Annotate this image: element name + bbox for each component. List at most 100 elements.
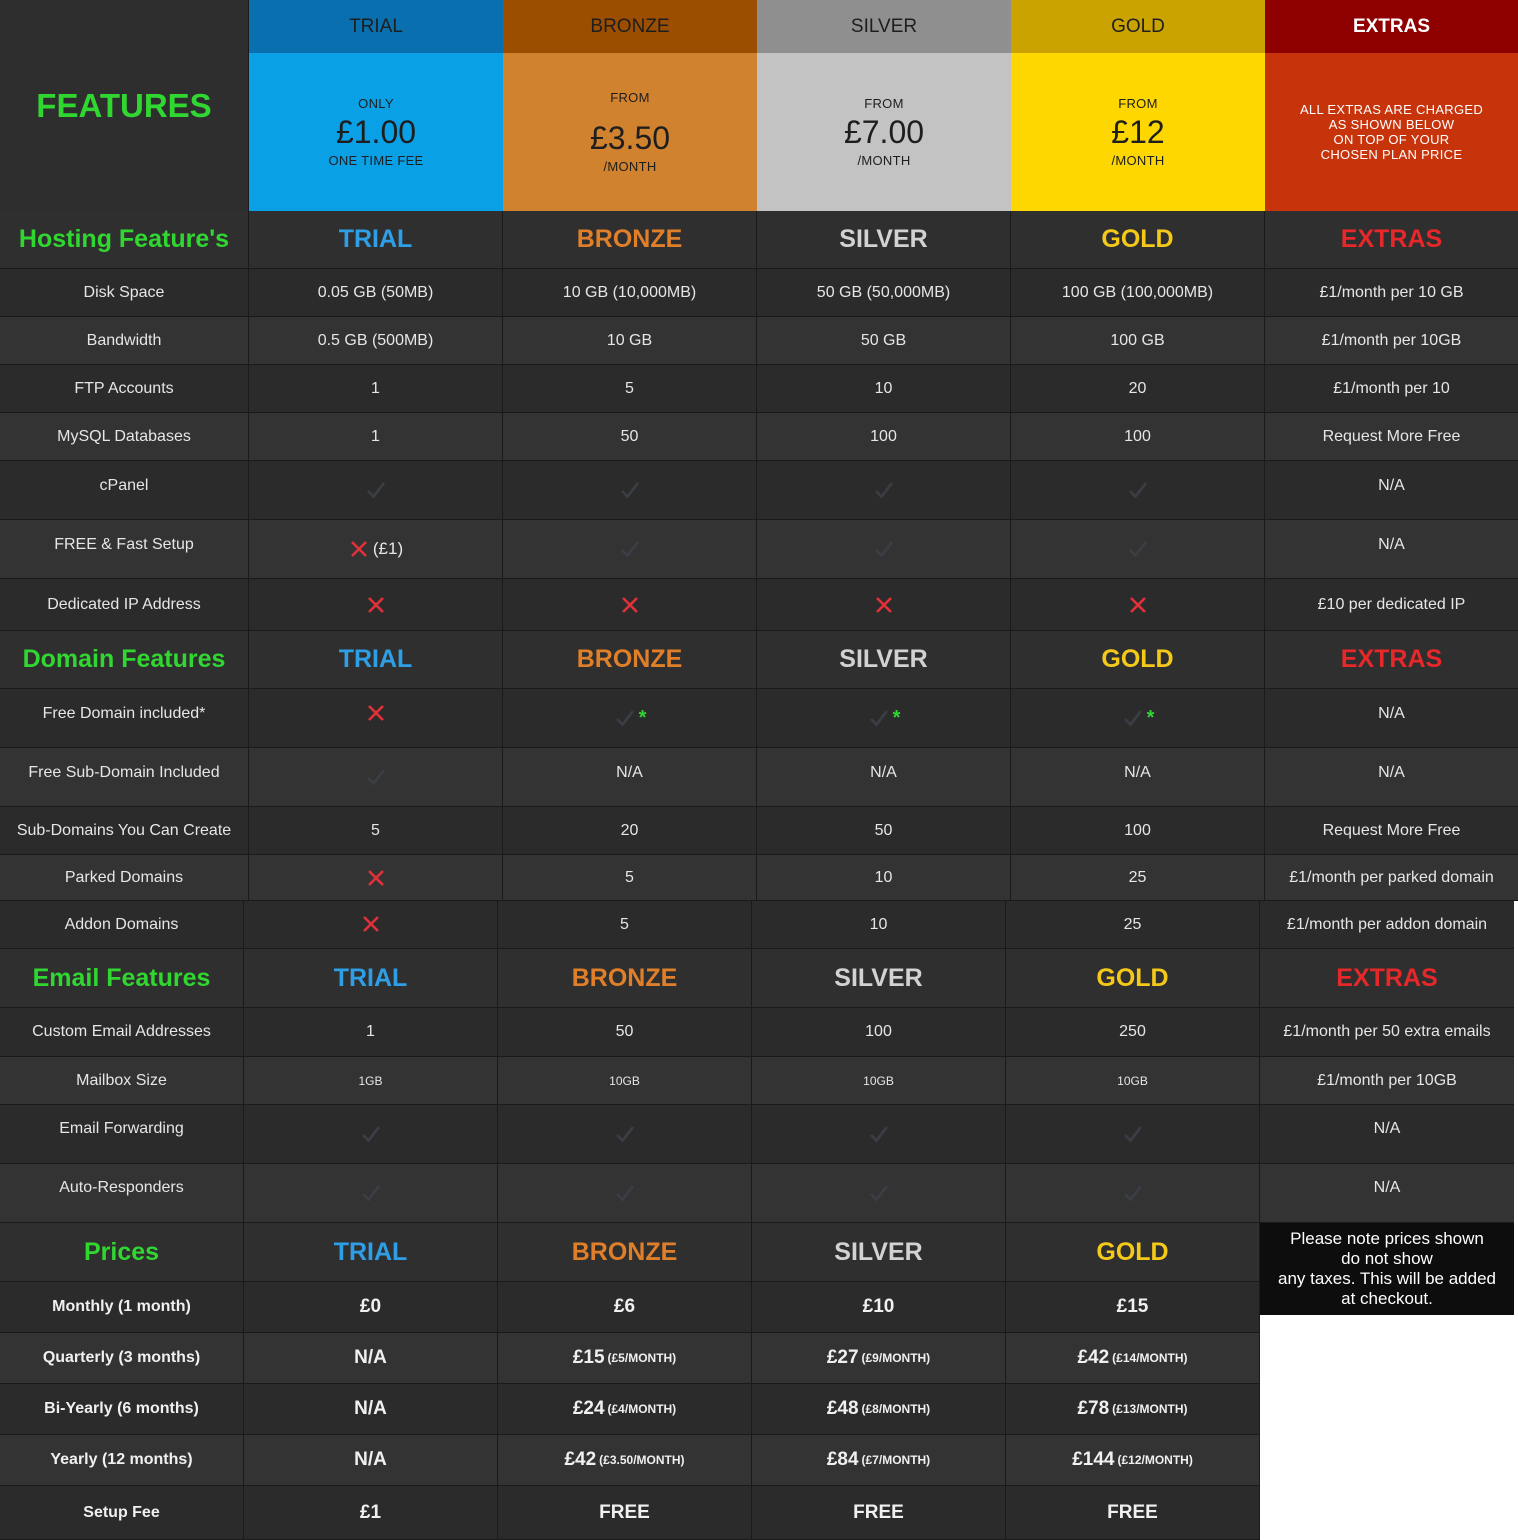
value-silver: 10 (752, 901, 1006, 949)
plan-price-prefix: ONLY (358, 96, 394, 111)
checkmark-icon (867, 706, 891, 730)
value-gold: 20 (1011, 365, 1265, 413)
feature-label: Bandwidth (0, 317, 249, 365)
value-silver: 10GB (752, 1057, 1006, 1105)
domain-section-header: Domain Features TRIAL BRONZE SILVER GOLD… (0, 631, 1518, 689)
value-gold: 10GB (1006, 1057, 1260, 1105)
table-row: Email Forwarding N/A (0, 1105, 1514, 1164)
section-title: Prices (83, 1237, 160, 1266)
value-extras: N/A (1260, 1105, 1514, 1164)
feature-label: Disk Space (0, 269, 249, 317)
value-silver: 100 (757, 413, 1011, 461)
tax-note: Please note prices shown do not show any… (1260, 1223, 1514, 1315)
price-bronze: £24 (572, 1398, 605, 1419)
feature-label: Addon Domains (0, 901, 244, 949)
value-bronze: 50 (503, 413, 757, 461)
plan-card-silver[interactable]: SILVER FROM £7.00 /MONTH (757, 0, 1011, 211)
tax-note-line: any taxes. This will be added (1278, 1269, 1496, 1288)
table-row: Addon Domains 5 10 25 £1/month per addon… (0, 901, 1514, 949)
table-row: FREE & Fast Setup (£1) N/A (0, 520, 1518, 579)
column-label-trial: TRIAL (333, 1237, 408, 1266)
checkmark-icon (1121, 1122, 1145, 1146)
checkmark-icon (872, 478, 896, 502)
price-silver: FREE (853, 1501, 904, 1523)
column-label-trial: TRIAL (338, 645, 413, 673)
table-row: Parked Domains 5 10 25 £1/month per park… (0, 855, 1518, 901)
value-silver: 50 GB (757, 317, 1011, 365)
value-silver: 100 (752, 1008, 1006, 1057)
asterisk-mark: * (1146, 706, 1155, 729)
value-silver: 50 GB (50,000MB) (757, 269, 1011, 317)
plan-name-bronze: BRONZE (503, 0, 757, 53)
column-label-gold: GOLD (1096, 1237, 1169, 1266)
cross-icon (1127, 594, 1149, 616)
plan-price-prefix: FROM (610, 90, 650, 105)
plan-price-suffix: /MONTH (603, 159, 657, 174)
checkmark-icon (613, 1181, 637, 1205)
table-row: Sub-Domains You Can Create 5 20 50 100 R… (0, 807, 1518, 855)
feature-label: cPanel (0, 461, 249, 520)
value-gold: 100 (1011, 413, 1265, 461)
price-gold: £78 (1077, 1398, 1110, 1419)
table-row: Mailbox Size 1GB 10GB 10GB 10GB £1/month… (0, 1057, 1514, 1105)
table-row: Bi-Yearly (6 months) N/A £24 (£4/MONTH) £… (0, 1384, 1260, 1435)
value-gold: 100 GB (100,000MB) (1011, 269, 1265, 317)
plan-card-extras[interactable]: EXTRAS ALL EXTRAS ARE CHARGED AS SHOWN B… (1265, 0, 1518, 211)
checkmark-icon (1126, 537, 1150, 561)
value-extras: N/A (1260, 1164, 1514, 1223)
plan-name-trial: TRIAL (249, 0, 503, 53)
checkmark-icon (613, 706, 637, 730)
value-silver: N/A (757, 748, 1011, 807)
value-extras: N/A (1265, 520, 1518, 579)
table-row: Free Sub-Domain Included N/A N/A N/A N/A (0, 748, 1518, 807)
column-label-silver: SILVER (834, 1237, 923, 1266)
asterisk-mark: * (892, 706, 901, 729)
monthly-equivalent: (£12/MONTH) (1117, 1453, 1193, 1467)
table-row: Disk Space 0.05 GB (50MB) 10 GB (10,000M… (0, 269, 1518, 317)
features-header: FEATURES (0, 0, 249, 211)
checkmark-icon (613, 1122, 637, 1146)
value-extras: Request More Free (1265, 413, 1518, 461)
price-trial: £1 (359, 1501, 382, 1523)
column-label-extras: EXTRAS (1340, 645, 1443, 673)
feature-label: Auto-Responders (0, 1164, 244, 1223)
table-row: FTP Accounts 1 5 10 20 £1/month per 10 (0, 365, 1518, 413)
price-bronze: £6 (613, 1296, 636, 1317)
value-bronze: 20 (503, 807, 757, 855)
plan-price: £7.00 (843, 114, 925, 150)
plan-card-bronze[interactable]: BRONZE FROM £3.50 /MONTH (503, 0, 757, 211)
price-gold: £15 (1116, 1296, 1149, 1317)
price-bronze: FREE (599, 1501, 650, 1523)
plan-card-trial[interactable]: TRIAL ONLY £1.00 ONE TIME FEE (249, 0, 503, 211)
plan-card-gold[interactable]: GOLD FROM £12 /MONTH (1011, 0, 1265, 211)
cross-icon (360, 913, 382, 935)
plan-price: £12 (1111, 114, 1165, 150)
plan-price-suffix: ONE TIME FEE (328, 153, 424, 168)
value-extras: N/A (1265, 748, 1518, 807)
extras-note-line: ALL EXTRAS ARE CHARGED (1299, 102, 1484, 117)
table-row: Custom Email Addresses 1 50 100 250 £1/m… (0, 1008, 1514, 1057)
extras-note-line: ON TOP OF YOUR (1333, 132, 1450, 147)
feature-label: Mailbox Size (0, 1057, 244, 1105)
value-bronze: 5 (503, 365, 757, 413)
value-trial: 1GB (244, 1057, 498, 1105)
tax-note-line: Please note prices shown (1290, 1229, 1484, 1248)
table-row: Quarterly (3 months) N/A £15 (£5/MONTH) £… (0, 1333, 1260, 1384)
table-row: Monthly (1 month) £0 £6 £10 £15 (0, 1282, 1260, 1333)
value-silver: 10 (757, 855, 1011, 901)
section-title: Domain Features (22, 645, 226, 673)
price-trial: £0 (359, 1296, 382, 1317)
section-title: Hosting Feature's (18, 225, 230, 253)
checkmark-icon (867, 1181, 891, 1205)
value-gold: N/A (1011, 748, 1265, 807)
price-trial: N/A (354, 1347, 387, 1368)
table-row: Setup Fee £1 FREE FREE FREE (0, 1486, 1260, 1540)
feature-label: MySQL Databases (0, 413, 249, 461)
value-gold: 100 (1011, 807, 1265, 855)
value-extras: £1/month per 10 GB (1265, 269, 1518, 317)
price-period-label: Yearly (12 months) (0, 1435, 244, 1486)
extras-note-line: AS SHOWN BELOW (1328, 117, 1455, 132)
price-period-label: Bi-Yearly (6 months) (0, 1384, 244, 1435)
value-gold: 25 (1011, 855, 1265, 901)
checkmark-icon (1121, 1181, 1145, 1205)
